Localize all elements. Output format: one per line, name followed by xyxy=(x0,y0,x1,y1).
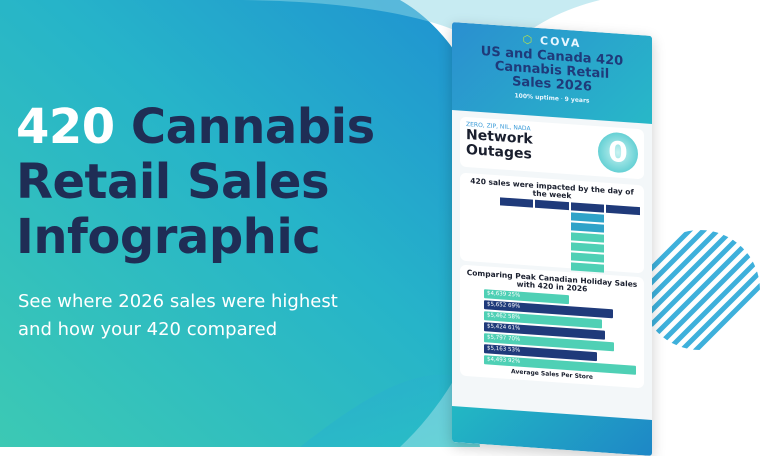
title-line-2: Retail Sales xyxy=(16,154,330,210)
infographic-footer xyxy=(452,406,652,456)
infographic-header: ⬡ COVA US and Canada 420 Cannabis Retail… xyxy=(452,22,652,124)
page-title: 420 Cannabis Retail Sales Infographic xyxy=(16,100,375,265)
title-highlight: 420 xyxy=(16,99,115,155)
subtitle-line-2: and how your 420 compared xyxy=(18,319,278,340)
subtitle: See where 2026 sales were highest and ho… xyxy=(18,288,338,344)
network-outages-card: ZERO, ZIP, NIL, NADA Network Outages 0 xyxy=(460,116,644,180)
subtitle-line-1: See where 2026 sales were highest xyxy=(18,291,338,312)
left-blob xyxy=(0,0,502,447)
infographic-preview: ⬡ COVA US and Canada 420 Cannabis Retail… xyxy=(452,22,652,456)
holiday-bar-chart: Comparing Peak Canadian Holiday Sales wi… xyxy=(460,264,644,389)
title-line-3: Infographic xyxy=(16,209,321,265)
title-word: Cannabis xyxy=(130,99,375,155)
lower-wave xyxy=(300,374,480,447)
day-of-week-table: 420 sales were impacted by the day of th… xyxy=(460,172,644,274)
